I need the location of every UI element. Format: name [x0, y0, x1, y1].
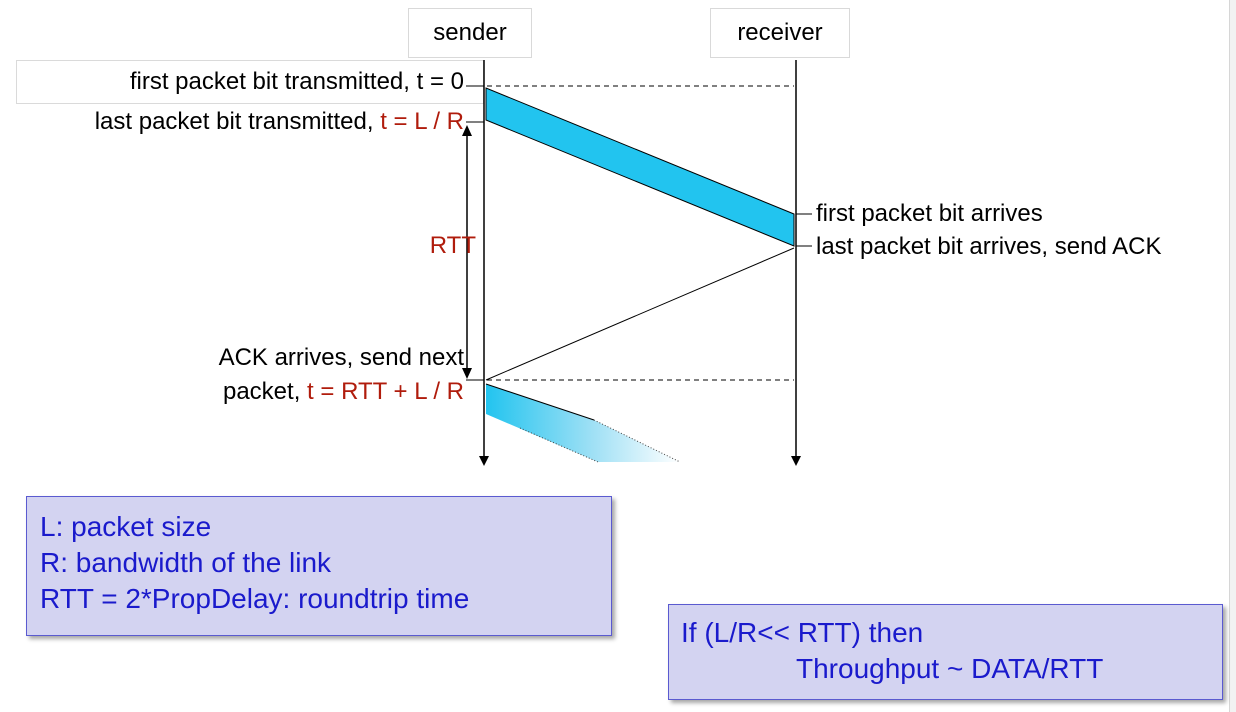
window-edge — [1229, 0, 1236, 712]
legend-box: L: packet size R: bandwidth of the link … — [26, 496, 612, 636]
rtt-label: RTT — [429, 232, 476, 259]
ack-line — [485, 247, 795, 381]
next-packet-band — [486, 384, 680, 462]
first-bit-sent-text: first packet bit transmitted, — [129, 68, 410, 95]
ack-arrives-line2: packet, t = RTT + L / R — [0, 378, 464, 406]
sender-label: sender — [433, 19, 507, 46]
first-bit-sent-time: t = 0 — [416, 68, 464, 95]
next-packet-edge-dotted — [593, 419, 681, 463]
throughput-condition: If (L/R<< RTT) then — [681, 617, 924, 648]
legend-line-r: R: bandwidth of the link — [40, 547, 332, 578]
last-bit-sent-text: last packet bit transmitted, — [94, 108, 374, 135]
next-packet-edge — [485, 383, 595, 421]
last-bit-sent-label: last packet bit transmitted, t = L / R — [0, 108, 464, 136]
last-bit-sent-time: t = L / R — [380, 108, 464, 135]
last-bit-arrives-label: last packet bit arrives, send ACK — [816, 233, 1162, 260]
ack-arrives-text: packet, — [222, 378, 301, 405]
sender-header: sender — [408, 8, 532, 58]
sender-timeline-arrow — [479, 456, 489, 466]
receiver-timeline-arrow — [791, 456, 801, 466]
ack-arrives-time: t = RTT + L / R — [307, 378, 464, 405]
legend-line-l: L: packet size — [40, 511, 212, 542]
receiver-label: receiver — [737, 19, 823, 46]
packet-band — [485, 87, 795, 247]
legend-line-rtt: RTT = 2*PropDelay: roundtrip time — [40, 583, 470, 614]
rtt-arrow-up — [462, 125, 472, 136]
ack-arrives-line1: ACK arrives, send next — [218, 344, 464, 371]
first-bit-sent-label: first packet bit transmitted, t = 0 — [0, 68, 464, 96]
sender-label-panel — [16, 60, 484, 104]
first-bit-arrives-label: first packet bit arrives — [816, 200, 1043, 227]
throughput-formula: Throughput ~ DATA/RTT — [796, 653, 1104, 684]
rtt-arrow-down — [462, 368, 472, 379]
throughput-box: If (L/R<< RTT) then Throughput ~ DATA/RT… — [668, 604, 1223, 700]
receiver-header: receiver — [710, 8, 850, 58]
next-packet-lower-edge-dotted — [519, 427, 599, 463]
